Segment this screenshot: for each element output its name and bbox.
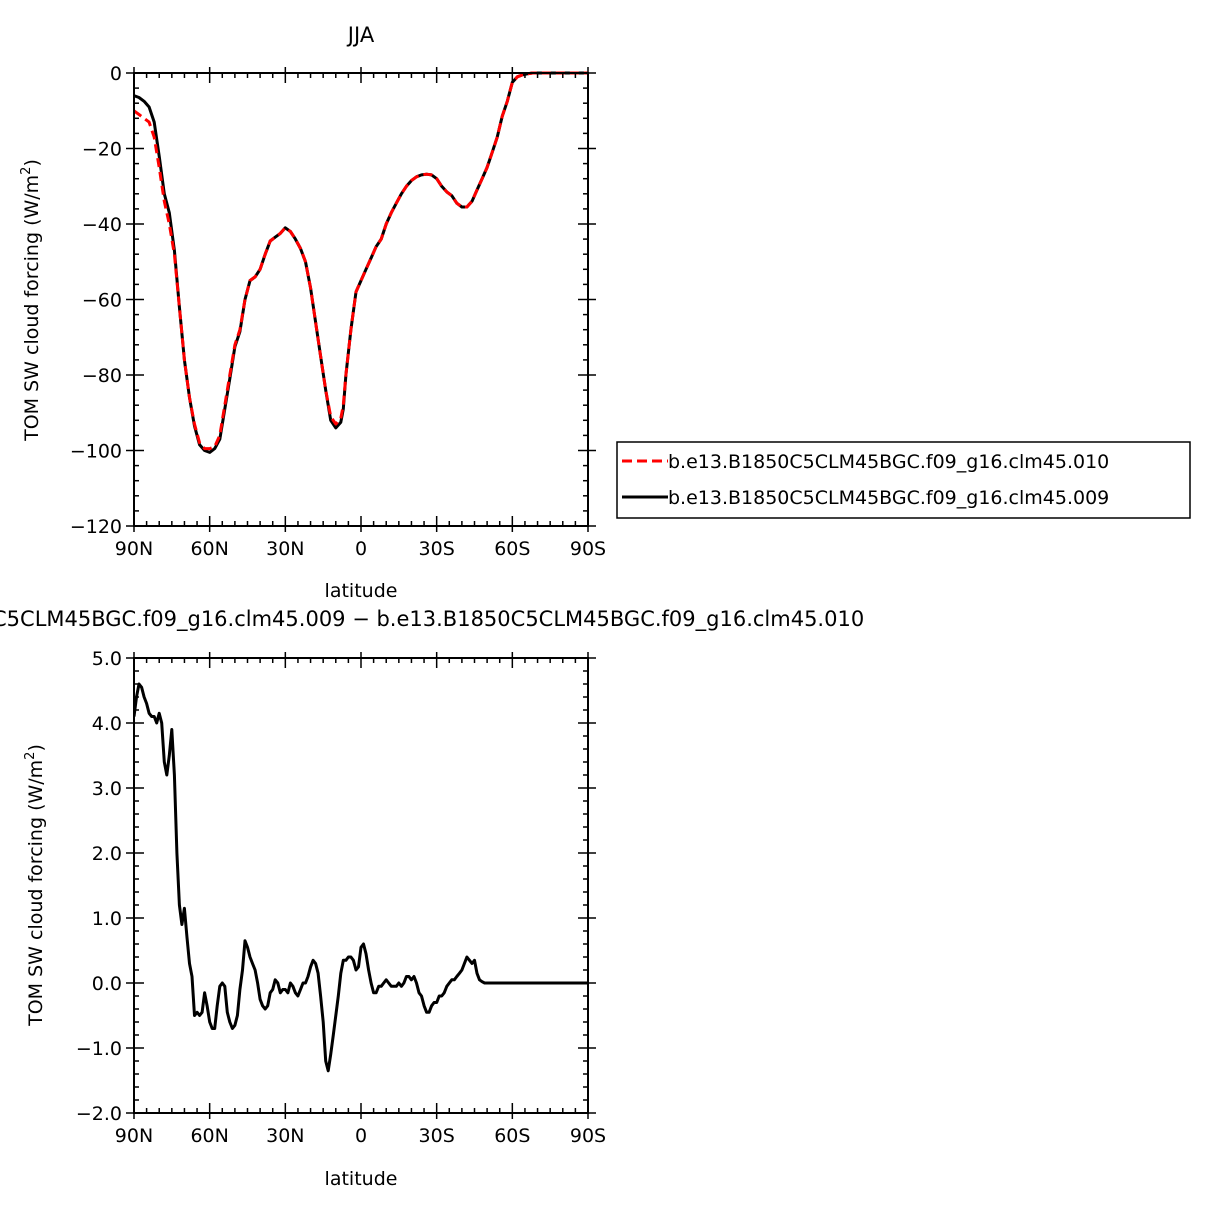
x-tick-label: 90S — [570, 538, 606, 560]
bottom-chart: b.e13.B1850C5CLM45BGC.f09_g16.clm45.009 … — [0, 607, 864, 1190]
top-chart: JJA 90N 60N 30N 0 30S 60S 90S 0 −20 −40 −60 −80 −100… — [19, 23, 1191, 602]
y-tick-label: −100 — [70, 441, 122, 463]
x-tick-label: 30S — [419, 538, 455, 560]
y-tick-label: −60 — [82, 290, 122, 312]
legend: b.e13.B1850C5CLM45BGC.f09_g16.clm45.010 … — [616, 441, 1191, 519]
y-axis-label: TOM SW cloud forcing (W/m2) — [23, 744, 47, 1027]
series-line-0 — [134, 682, 588, 1073]
y-tick-label: −40 — [82, 214, 122, 236]
x-tick-label: 60S — [494, 1125, 530, 1147]
series-line-1 — [134, 71, 588, 454]
y-tick-label: 0.0 — [92, 973, 122, 995]
x-tick-label: 0 — [355, 538, 367, 560]
y-tick-label: 4.0 — [92, 713, 122, 735]
series-line-0 — [134, 71, 588, 451]
y-tick-label: −120 — [70, 516, 122, 538]
y-axis-label: TOM SW cloud forcing (W/m2) — [19, 159, 43, 442]
legend-box — [616, 441, 1191, 519]
y-tick-label: 1.0 — [92, 908, 122, 930]
chart-title: b.e13.B1850C5CLM45BGC.f09_g16.clm45.009 … — [0, 607, 864, 632]
plot-frame — [133, 657, 589, 1114]
x-tick-label: 90N — [115, 538, 153, 560]
y-tick-label: 0 — [110, 63, 122, 85]
x-tick-label: 60S — [494, 538, 530, 560]
x-axis-label: latitude — [325, 1168, 398, 1190]
legend-label-009: b.e13.B1850C5CLM45BGC.f09_g16.clm45.009 — [668, 487, 1109, 509]
plot-area: 90N 60N 30N 0 30S 60S 90S 5.0 4.0 3.0 2.0 1.0 0.0 −1.… — [76, 648, 606, 1147]
y-tick-label: 5.0 — [92, 648, 122, 670]
x-tick-label: 90N — [115, 1125, 153, 1147]
x-tick-label: 90S — [570, 1125, 606, 1147]
y-tick-label: 3.0 — [92, 778, 122, 800]
y-tick-label: 2.0 — [92, 843, 122, 865]
chart-title: JJA — [346, 23, 375, 47]
y-tick-label: −2.0 — [76, 1103, 122, 1125]
x-tick-label: 0 — [355, 1125, 367, 1147]
x-tick-label: 60N — [190, 1125, 228, 1147]
x-tick-label: 60N — [190, 538, 228, 560]
y-tick-label: −1.0 — [76, 1038, 122, 1060]
y-tick-label: −20 — [82, 139, 122, 161]
plot-area: 90N 60N 30N 0 30S 60S 90S 0 −20 −40 −60 −80 −100 −120 — [70, 63, 606, 560]
x-tick-label: 30N — [266, 1125, 304, 1147]
x-axis-label: latitude — [325, 580, 398, 602]
legend-label-010: b.e13.B1850C5CLM45BGC.f09_g16.clm45.010 — [668, 451, 1109, 473]
x-tick-label: 30N — [266, 538, 304, 560]
plot-frame — [133, 72, 589, 527]
y-tick-label: −80 — [82, 365, 122, 387]
x-tick-label: 30S — [419, 1125, 455, 1147]
